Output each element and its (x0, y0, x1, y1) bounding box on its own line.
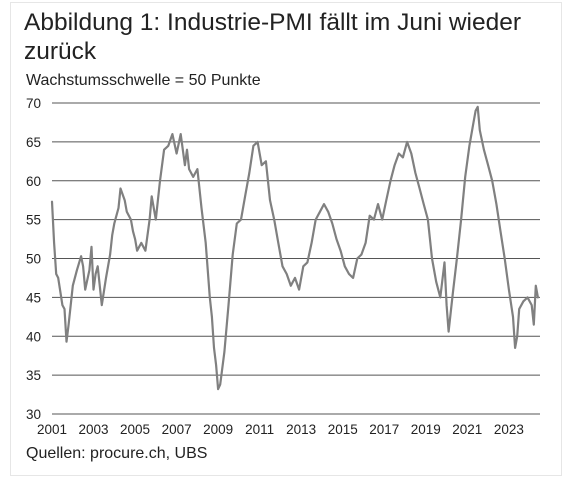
y-tick-label: 65 (26, 135, 41, 150)
source-note: Quellen: procure.ch, UBS (26, 445, 208, 462)
y-tick-label: 40 (26, 329, 41, 344)
x-tick-label: 2019 (411, 422, 441, 437)
x-axis-ticks: 2001 2003 2005 2007 2009 2011 2013 2015 2017 2019… (37, 422, 524, 437)
x-tick-label: 2023 (494, 422, 524, 437)
series-line-pmi (50, 105, 540, 391)
x-tick-label: 2013 (286, 422, 316, 437)
y-tick-label: 50 (26, 252, 41, 267)
y-tick-label: 60 (26, 174, 41, 189)
x-tick-label: 2015 (328, 422, 358, 437)
x-tick-label: 2005 (120, 422, 150, 437)
chart-subtitle: Wachstumsschwelle = 50 Punkte (26, 72, 261, 89)
y-tick-label: 55 (26, 213, 41, 228)
x-tick-label: 2021 (452, 422, 482, 437)
grid-lines (52, 102, 540, 415)
x-tick-label: 2007 (162, 422, 192, 437)
chart-title: Abbildung 1: Industrie-PMI fällt im Juni… (24, 9, 522, 65)
x-tick-label: 2017 (369, 422, 399, 437)
x-tick-label: 2001 (37, 422, 67, 437)
series-lines (50, 105, 540, 391)
y-tick-label: 70 (26, 96, 41, 111)
y-axis-ticks: 30 35 40 45 50 55 60 65 70 (26, 96, 41, 422)
y-tick-label: 45 (26, 290, 41, 305)
y-tick-label: 30 (26, 407, 41, 422)
x-tick-label: 2011 (245, 422, 274, 437)
x-tick-label: 2009 (203, 422, 233, 437)
x-tick-label: 2003 (79, 422, 109, 437)
y-tick-label: 35 (26, 368, 41, 383)
